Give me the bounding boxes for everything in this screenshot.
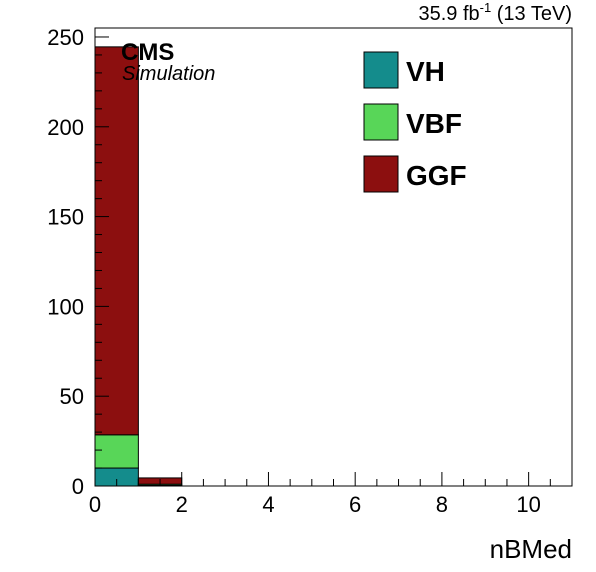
y-tick-label: 50 (60, 384, 84, 409)
simulation-label: Simulation (122, 63, 215, 85)
x-tick-label: 2 (176, 492, 188, 517)
x-tick-label: 10 (516, 492, 540, 517)
legend-label-vh: VH (406, 56, 445, 87)
x-tick-label: 0 (89, 492, 101, 517)
lumi-label: 35.9 fb-1 (13 TeV) (418, 0, 572, 25)
legend-label-ggf: GGF (406, 160, 467, 191)
legend-swatch-vh (363, 51, 399, 89)
y-tick-label: 0 (72, 474, 84, 499)
legend: VH VBF GGF (363, 51, 467, 193)
y-tick-label: 250 (47, 25, 84, 50)
bars-group (94, 46, 183, 487)
plot-frame (94, 27, 573, 487)
bar-vbf-bin-0 (94, 434, 139, 469)
x-tick-label: 4 (262, 492, 274, 517)
legend-swatch-vbf (363, 103, 399, 141)
y-tick-label: 100 (47, 294, 84, 319)
legend-label-vbf: VBF (406, 108, 462, 139)
y-tick-label: 150 (47, 205, 84, 230)
legend-swatch-ggf (363, 155, 399, 193)
x-tick-label: 6 (349, 492, 361, 517)
ticks-group (94, 36, 573, 487)
bar-ggf-bin-0 (94, 46, 139, 436)
y-tick-label: 200 (47, 115, 84, 140)
x-tick-label: 8 (436, 492, 448, 517)
cms-label: CMS (121, 39, 174, 66)
x-axis-title: nBMed (490, 534, 572, 564)
